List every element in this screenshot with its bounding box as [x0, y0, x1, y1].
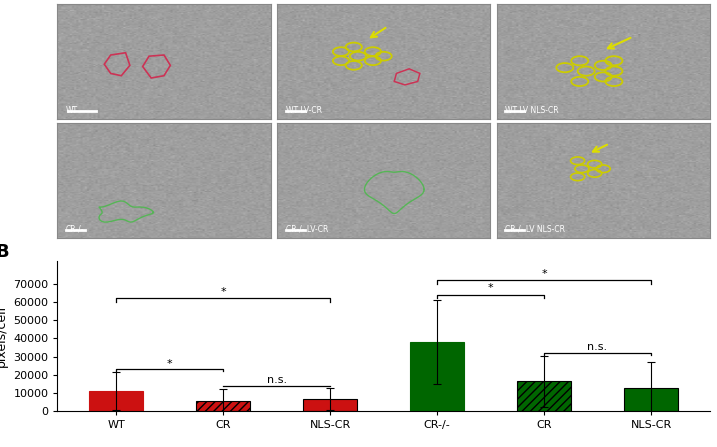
Text: WT LV-CR: WT LV-CR [285, 106, 321, 115]
Text: n.s.: n.s. [267, 375, 287, 385]
Text: *: * [220, 287, 226, 297]
Text: *: * [167, 359, 173, 369]
Y-axis label: pixels/cell: pixels/cell [0, 305, 8, 367]
Text: CR-/- LV-CR: CR-/- LV-CR [285, 224, 328, 233]
Bar [90, 391, 143, 411]
Bar [517, 381, 571, 411]
Bar [303, 400, 357, 411]
Bar [196, 401, 250, 411]
Text: WT: WT [66, 106, 78, 115]
Text: WT LV NLS-CR: WT LV NLS-CR [505, 106, 559, 115]
Text: n.s.: n.s. [587, 342, 607, 352]
Text: *: * [488, 283, 493, 294]
Text: CR-/- LV NLS-CR: CR-/- LV NLS-CR [505, 224, 565, 233]
Bar [625, 388, 678, 411]
Bar [410, 342, 464, 411]
Text: B: B [0, 243, 9, 261]
Text: *: * [541, 269, 547, 279]
Text: CR-/-: CR-/- [66, 224, 85, 233]
